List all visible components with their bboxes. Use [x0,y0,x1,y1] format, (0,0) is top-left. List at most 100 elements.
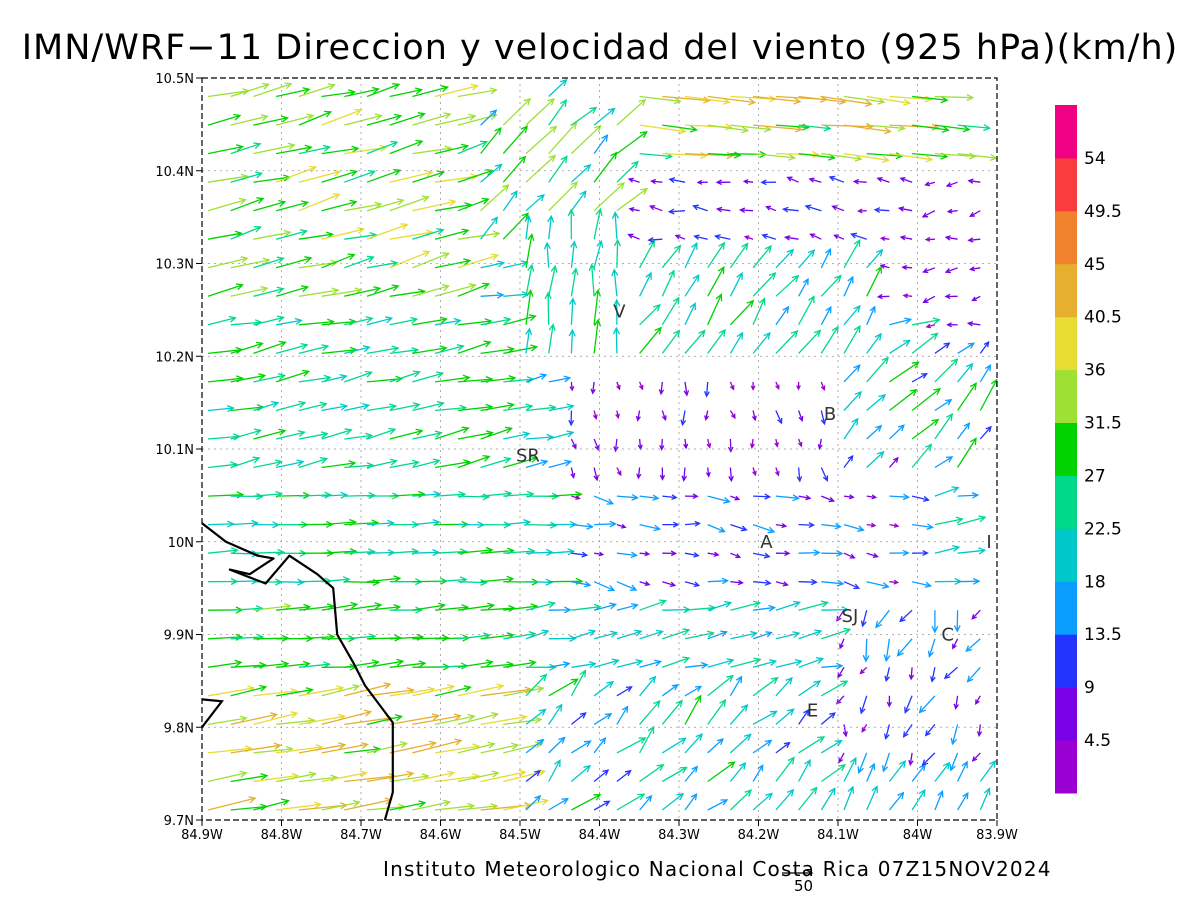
station-label: B [824,404,836,425]
wind-vector [781,206,799,213]
wind-vector [658,381,665,396]
wind-vector [969,266,981,272]
wind-vector [568,328,576,354]
wind-vector [503,403,534,412]
colorbar-label: 54 [1084,149,1106,169]
wind-vector [820,739,843,754]
wind-vector [480,769,527,783]
wind-vector [715,179,731,186]
wind-vector [434,228,470,240]
map-title: IMN/WRF−11 Direccion y velocidad del vie… [21,28,1179,68]
wind-vector [524,214,532,240]
wind-vector [775,788,795,811]
wind-vector [480,426,513,440]
wind-vector [389,713,441,726]
wind-vector [934,486,960,497]
wind-vector [389,316,419,326]
wind-vector [253,229,292,240]
wind-vector [639,581,651,586]
wind-vector [503,659,537,668]
wind-vector [683,381,690,397]
wind-vector [946,322,958,328]
x-tick-label: 84.8W [261,828,303,843]
wind-vector [503,291,530,299]
wind-vector [729,299,755,326]
y-tick-label: 10.2N [155,350,194,365]
wind-vector [639,303,661,326]
wind-vector [275,144,313,155]
wind-vector [796,381,801,391]
wind-vector [911,443,933,468]
wind-vector [298,169,341,183]
wind-vector [207,144,245,155]
wind-vector [680,410,687,427]
wind-vector [344,255,375,269]
wind-vector [899,609,913,623]
wind-vector [842,724,848,738]
wind-vector [944,267,958,274]
wind-vector [503,716,543,726]
wind-vector [525,232,535,268]
wind-vector [321,799,361,811]
wind-vector [684,661,709,669]
wind-vector [728,467,734,483]
wind-vector [366,168,402,183]
wind-vector [820,247,832,269]
wind-vector [661,683,679,697]
wind-vector [707,630,728,640]
wind-vector [275,687,314,697]
wind-vector [412,738,463,754]
wind-vector [611,268,619,297]
wind-vector [230,456,261,469]
wind-vector [344,548,376,556]
wind-vector-field [207,78,998,811]
wind-vector [730,600,762,611]
wind-vector [253,340,287,355]
wind-vector [344,602,383,611]
wind-vector [525,770,541,783]
wind-vector [366,575,402,583]
wind-vector [684,630,715,640]
x-tick-label: 84.4W [579,828,621,843]
colorbar-swatch [1055,422,1077,476]
wind-vector [412,85,450,98]
wind-vector [344,659,380,668]
wind-vector [548,375,572,383]
station-label: V [613,302,626,323]
wind-vector [548,797,570,811]
wind-vector [843,454,854,468]
wind-vector [389,402,421,412]
wind-vector [684,493,699,499]
wind-vector [593,151,618,183]
wind-vector [612,326,621,354]
wind-vector [321,770,368,783]
wind-vector [525,601,557,611]
wind-vector [366,658,405,668]
wind-vector [434,113,477,126]
wind-vector [525,548,554,557]
wind-vector [616,493,639,501]
wind-vector [366,427,397,440]
wind-vector [366,714,403,726]
wind-vector [957,760,968,782]
wind-vector [616,187,649,212]
wind-vector [230,519,260,527]
wind-vector [705,467,711,478]
wind-vector [457,340,492,355]
wind-vector [321,145,360,155]
colorbar-label: 40.5 [1084,308,1122,328]
wind-vector [457,659,494,668]
wind-vector [298,713,347,726]
x-tick-label: 84.3W [658,828,700,843]
wind-vector [366,803,407,811]
wind-vector [253,772,300,783]
y-tick-label: 9.9N [164,629,194,644]
wind-vector [389,428,424,440]
wind-vector [568,297,577,325]
wind-vector [934,399,953,412]
wind-vector [503,376,535,384]
wind-vector [570,438,577,450]
wind-vector [344,370,374,383]
wind-vector [798,277,809,297]
wind-vector [457,578,488,586]
